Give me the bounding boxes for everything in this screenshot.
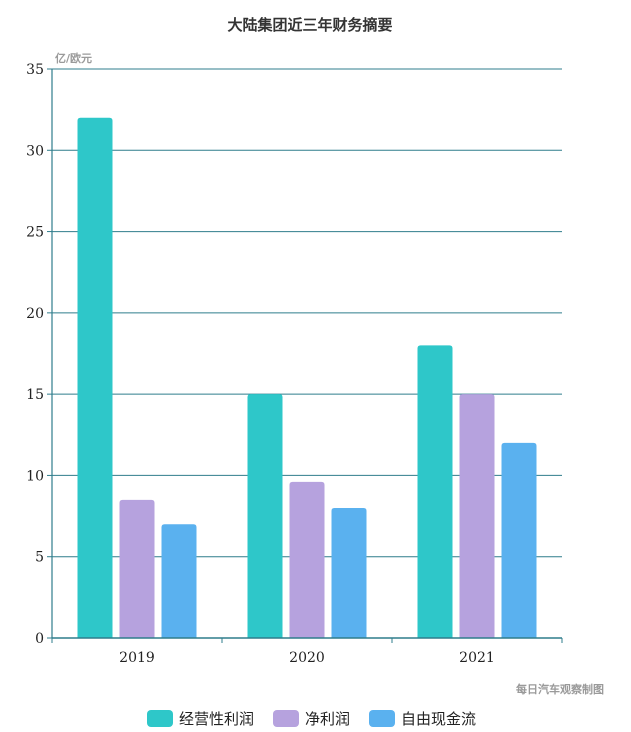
bar: [247, 394, 283, 638]
y-tick-label: 15: [26, 387, 44, 403]
bar: [459, 394, 495, 638]
x-tick-label: 2021: [459, 650, 495, 666]
grid-lines: [52, 68, 562, 558]
y-axis-ticks: 0 5 10 15 20 25 30 35: [26, 62, 52, 647]
chart-title: 大陆集团近三年财务摘要: [227, 16, 392, 34]
y-axis-unit-label: 亿/欧元: [55, 51, 92, 65]
legend-item[interactable]: 经营性利润: [147, 710, 254, 728]
y-tick-label: 30: [26, 143, 44, 159]
legend-label: 经营性利润: [179, 710, 254, 728]
legend-swatch: [273, 710, 299, 727]
legend-swatch: [147, 710, 173, 727]
legend-item[interactable]: 自由现金流: [369, 710, 476, 728]
legend-swatch: [369, 710, 395, 727]
y-tick-label: 10: [26, 468, 44, 484]
y-tick-label: 25: [26, 225, 44, 241]
legend-label: 自由现金流: [401, 710, 476, 728]
x-axis-ticks: 2019 2020 2021: [51, 638, 563, 666]
y-tick-label: 35: [26, 62, 44, 78]
y-tick-label: 0: [35, 631, 44, 647]
bars: [77, 117, 537, 639]
bar: [501, 442, 537, 638]
credit-text: 每日汽车观察制图: [516, 682, 604, 696]
legend-item[interactable]: 净利润: [273, 710, 350, 728]
bar: [119, 499, 155, 638]
legend: 经营性利润 净利润 自由现金流: [147, 710, 476, 728]
bar: [417, 345, 453, 638]
bar: [289, 481, 325, 638]
bar: [331, 507, 367, 638]
bar: [77, 117, 113, 639]
legend-label: 净利润: [305, 710, 350, 728]
bar: [161, 524, 197, 638]
y-tick-label: 20: [26, 306, 44, 322]
y-tick-label: 5: [35, 550, 44, 566]
x-tick-label: 2019: [119, 650, 155, 666]
x-axis: [51, 69, 562, 639]
x-tick-label: 2020: [289, 650, 325, 666]
